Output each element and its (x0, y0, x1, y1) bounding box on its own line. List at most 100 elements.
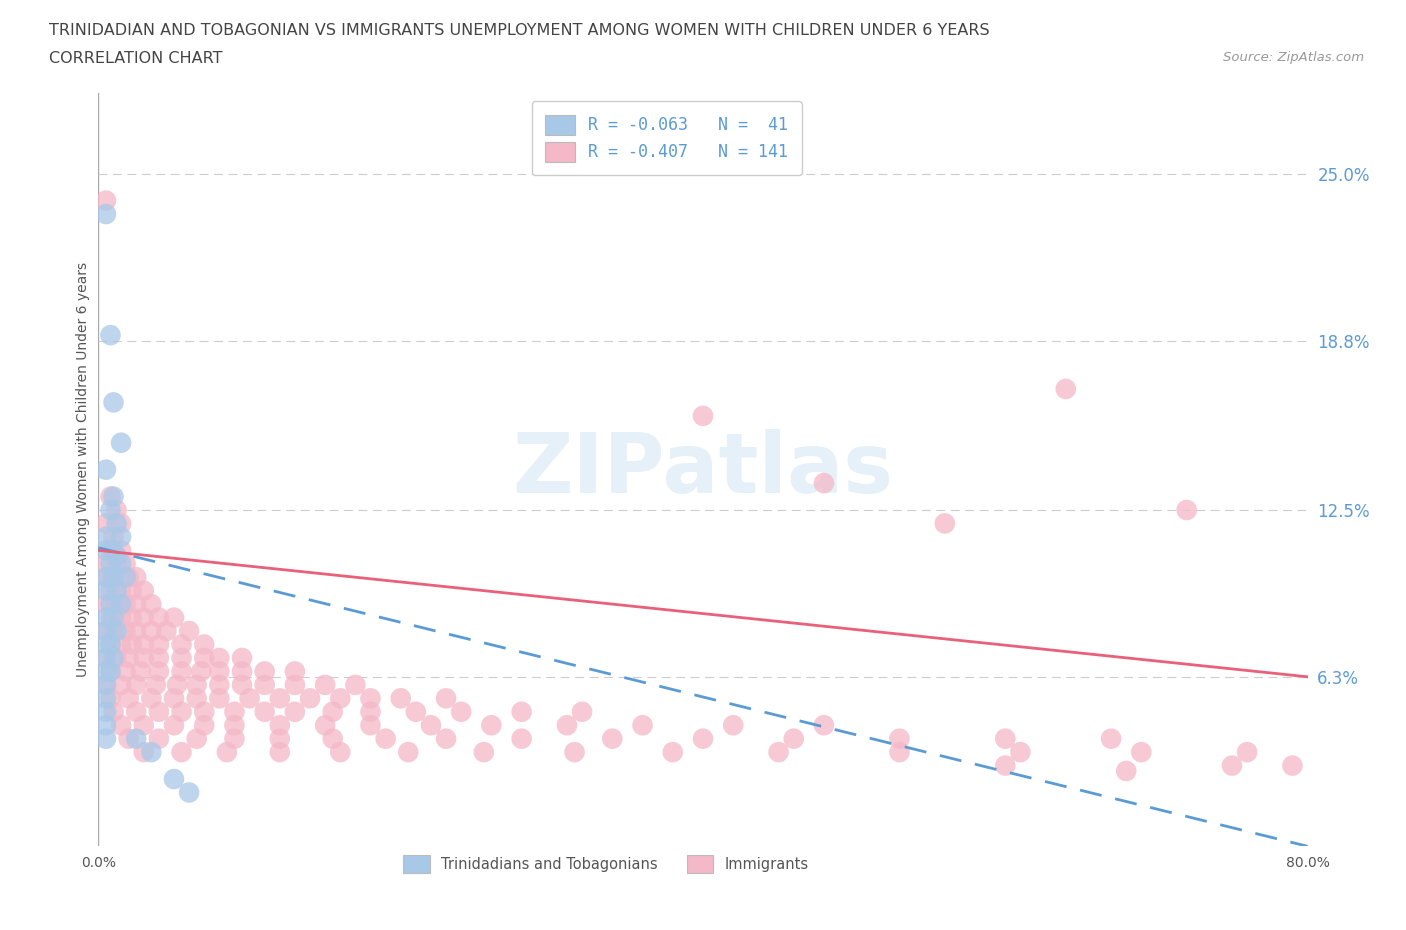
Point (170, 651, 193, 666)
Point (103, 529, 125, 544)
Point (813, 475, 835, 490)
Point (768, 745, 790, 760)
Point (631, 718, 654, 733)
Point (1130, 745, 1153, 760)
Point (100, 502, 122, 517)
Point (125, 624, 148, 639)
Point (510, 731, 533, 746)
Point (94, 624, 117, 639)
Point (889, 745, 911, 760)
Point (314, 677, 336, 692)
Point (1220, 758, 1243, 773)
Point (94, 610, 117, 625)
Point (186, 731, 208, 746)
Point (299, 691, 322, 706)
Point (186, 691, 208, 706)
Point (193, 637, 215, 652)
Point (100, 637, 122, 652)
Point (329, 691, 352, 706)
Point (374, 731, 396, 746)
Point (114, 624, 136, 639)
Point (94, 677, 117, 692)
Point (405, 704, 427, 719)
Point (114, 597, 136, 612)
Point (94, 731, 117, 746)
Point (100, 489, 122, 504)
Point (94, 597, 117, 612)
Point (94, 718, 117, 733)
Point (94, 529, 117, 544)
Point (94, 583, 117, 598)
Point (284, 677, 307, 692)
Text: CORRELATION CHART: CORRELATION CHART (49, 51, 222, 66)
Text: Source: ZipAtlas.com: Source: ZipAtlas.com (1223, 51, 1364, 64)
Point (94, 570, 117, 585)
Point (110, 435, 132, 450)
Point (114, 556, 136, 571)
Point (141, 597, 163, 612)
Point (472, 745, 495, 760)
Point (170, 704, 193, 719)
Point (692, 408, 714, 423)
Point (125, 704, 148, 719)
Point (510, 704, 533, 719)
Point (100, 664, 122, 679)
Point (141, 745, 163, 760)
Point (100, 543, 122, 558)
Point (141, 624, 163, 639)
Point (564, 745, 586, 760)
Point (141, 691, 163, 706)
Point (360, 718, 382, 733)
Point (114, 664, 136, 679)
Point (100, 691, 122, 706)
Point (170, 637, 193, 652)
Point (163, 718, 186, 733)
Point (661, 745, 683, 760)
Point (148, 704, 170, 719)
Point (103, 570, 125, 585)
Point (148, 637, 170, 652)
Point (94, 543, 117, 558)
Point (224, 718, 246, 733)
Point (121, 610, 143, 625)
Point (94, 516, 117, 531)
Point (179, 785, 201, 800)
Point (105, 516, 128, 531)
Point (100, 610, 122, 625)
Point (193, 651, 215, 666)
Point (105, 597, 128, 612)
Point (284, 664, 307, 679)
Point (110, 718, 132, 733)
Point (118, 731, 141, 746)
Point (434, 691, 457, 706)
Point (110, 637, 132, 652)
Point (389, 691, 412, 706)
Point (155, 624, 177, 639)
Point (94, 704, 117, 719)
Point (889, 731, 911, 746)
Point (190, 664, 212, 679)
Point (163, 772, 186, 787)
Point (118, 570, 141, 585)
Point (284, 704, 307, 719)
Point (114, 570, 136, 585)
Point (132, 637, 155, 652)
Point (224, 731, 246, 746)
Point (94, 624, 117, 639)
Point (322, 704, 344, 719)
Point (94, 193, 117, 208)
Point (1115, 764, 1137, 778)
Point (110, 543, 132, 558)
Point (125, 677, 148, 692)
Point (100, 597, 122, 612)
Point (329, 745, 352, 760)
Point (110, 583, 132, 598)
Y-axis label: Unemployment Among Women with Children Under 6 years: Unemployment Among Women with Children U… (76, 262, 90, 677)
Point (186, 677, 208, 692)
Point (132, 718, 155, 733)
Point (994, 758, 1017, 773)
Point (105, 624, 128, 639)
Point (110, 529, 132, 544)
Point (170, 745, 193, 760)
Point (94, 651, 117, 666)
